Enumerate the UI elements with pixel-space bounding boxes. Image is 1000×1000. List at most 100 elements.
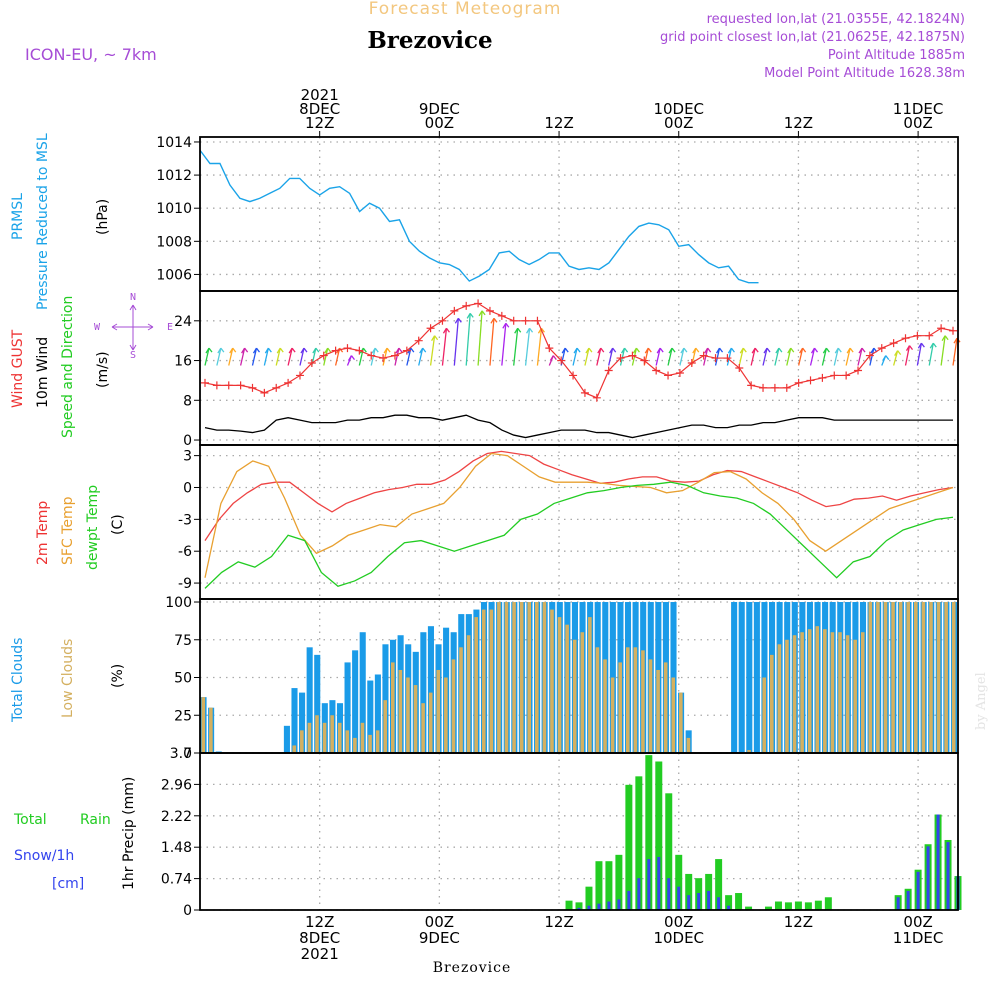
wind-arrow <box>453 318 459 366</box>
wind-arrow <box>655 347 661 366</box>
rain-bar <box>774 901 782 910</box>
dewpt-line <box>204 481 954 589</box>
rain-bar <box>804 902 812 910</box>
low-cloud-bar <box>679 692 683 753</box>
wind-arrow-head <box>442 327 450 334</box>
wind-arrow <box>679 347 685 366</box>
wind-arrow <box>239 347 246 366</box>
low-cloud-bar <box>368 734 372 753</box>
y-tick-label: 2.22 <box>161 809 192 825</box>
wind-arrow-head <box>597 347 605 354</box>
wind-arrow-head <box>371 347 379 354</box>
total-cloud-bar <box>670 602 677 753</box>
snow-bar <box>697 893 701 910</box>
low-cloud-bar <box>512 602 516 753</box>
y-tick-label: 0 <box>183 746 192 762</box>
wind10-line <box>204 414 953 439</box>
low-cloud-bar <box>656 669 660 753</box>
low-cloud-bar <box>474 617 478 753</box>
wind-labels: Wind GUST 10m Wind Speed and Direction (… <box>10 292 173 438</box>
low-cloud-bar <box>823 629 827 753</box>
low-cloud-bar <box>315 715 319 753</box>
rain-bar <box>655 761 663 910</box>
snow-bar <box>617 899 621 910</box>
gust-marker <box>284 378 293 387</box>
low-cloud-bar <box>345 730 350 753</box>
rain-bar <box>725 895 733 910</box>
gust-marker <box>343 344 352 353</box>
wind-arrow <box>382 347 388 366</box>
total-cloud-bar <box>746 602 753 753</box>
wind-arrow <box>738 347 744 366</box>
y-tick-label: 8 <box>183 393 192 409</box>
gust-marker <box>889 339 898 348</box>
bottom-time-label: 9DEC <box>419 929 460 947</box>
y-tick-label: 100 <box>165 595 192 611</box>
gust-marker <box>521 316 530 325</box>
t2m-line <box>204 450 954 541</box>
wind-arrow-head <box>419 347 427 354</box>
low-cloud-bar <box>792 635 797 753</box>
low-cloud-bar <box>686 737 691 753</box>
top-time-label: 12Z <box>784 114 813 132</box>
gust-marker <box>949 326 957 335</box>
wind-arrow <box>489 318 495 366</box>
gust-marker <box>331 346 340 355</box>
wind-arrow <box>429 335 436 366</box>
gust-marker <box>497 311 506 320</box>
low-cloud-bar <box>444 677 448 753</box>
wind-arrow-head <box>858 347 866 354</box>
total-cloud-bar <box>344 662 351 753</box>
gust-marker <box>818 373 827 382</box>
low-cloud-bar <box>504 602 509 753</box>
precip-label-cm: [cm] <box>52 876 84 892</box>
low-cloud-bar <box>428 692 433 753</box>
wind-arrow <box>275 347 281 366</box>
gust-marker <box>201 378 209 387</box>
low-cloud-bar <box>565 624 569 753</box>
rain-bar <box>625 784 633 910</box>
y-tick-label: -3 <box>178 512 192 528</box>
bottom-time-label: 11DEC <box>893 929 944 947</box>
total-cloud-bar <box>314 654 321 753</box>
wind-arrow <box>299 347 305 366</box>
panel-frame <box>199 598 959 754</box>
rain-bar <box>735 893 743 910</box>
wind-arrow <box>204 347 210 366</box>
precip-label-total: Total <box>13 812 47 828</box>
low-cloud-bar <box>580 632 585 753</box>
top-time-label: 00Z <box>903 114 932 132</box>
low-cloud-bar <box>770 654 774 753</box>
low-cloud-bar <box>762 677 766 753</box>
gust-marker <box>450 306 459 315</box>
snow-bar <box>677 886 681 910</box>
rain-bar <box>665 793 673 910</box>
gust-marker <box>557 356 566 365</box>
low-cloud-bar <box>322 722 327 753</box>
total-cloud-bar <box>352 650 359 753</box>
total-cloud-bar <box>753 602 760 753</box>
gust-marker <box>747 381 756 390</box>
wind-arrow-head <box>787 347 795 354</box>
rain-bar <box>565 900 573 910</box>
low-cloud-bar <box>527 602 532 753</box>
low-cloud-bar <box>353 737 357 753</box>
low-cloud-bar <box>800 632 804 753</box>
wind-arrow-head <box>763 347 771 354</box>
wind-arrow-head <box>549 355 557 361</box>
low-cloud-bar <box>838 632 842 753</box>
bottom-time-label: 8DEC <box>299 929 340 947</box>
gust-marker <box>901 334 910 343</box>
wind-arrow-head <box>383 347 391 354</box>
y-tick-label: 1.48 <box>161 840 192 856</box>
wind-arrow-head <box>514 327 522 334</box>
panel-frame <box>199 136 959 292</box>
gust-marker <box>913 331 922 340</box>
total-cloud-bar <box>367 680 374 753</box>
wind-arrow <box>513 328 519 366</box>
compass-s: S <box>130 350 136 361</box>
total-cloud-bar <box>731 602 738 753</box>
gust-marker <box>580 388 589 397</box>
compass-icon: N S W E <box>94 292 173 361</box>
low-cloud-bar <box>489 609 494 753</box>
